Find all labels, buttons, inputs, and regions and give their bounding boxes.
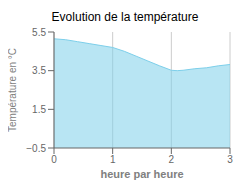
svg-text:−0.5: −0.5 — [26, 143, 46, 154]
svg-text:3: 3 — [227, 154, 233, 165]
html-text:Evolution de la température: Evolution de la température — [51, 10, 199, 24]
svg-text:3.5: 3.5 — [32, 65, 46, 76]
svg-text:1: 1 — [110, 154, 116, 165]
svg-text:2: 2 — [169, 154, 175, 165]
svg-text:0: 0 — [51, 154, 57, 165]
svg-text:1.5: 1.5 — [32, 104, 46, 115]
svg-text:5.5: 5.5 — [32, 27, 46, 38]
svg-text:heure par heure: heure par heure — [100, 168, 183, 180]
svg-text:Température en °C: Température en °C — [8, 48, 18, 132]
